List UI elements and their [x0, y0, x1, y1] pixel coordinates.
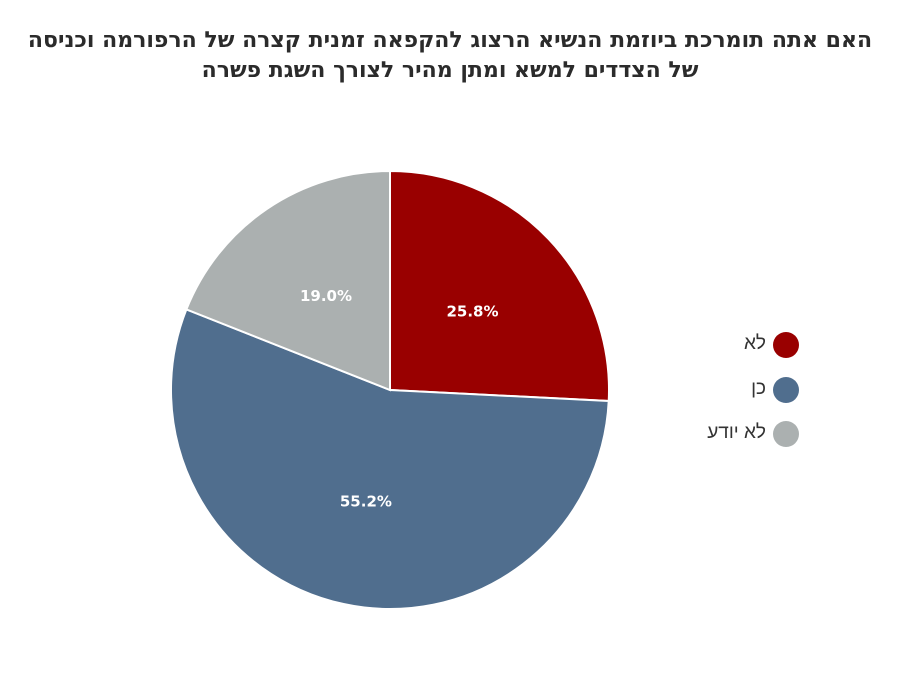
- pie-label-yes: 55.2%: [340, 492, 392, 510]
- chart-title-line-1: האם אתה תומרכת ביוזמת הנשיא הרצוג להקפאה…: [27, 28, 873, 53]
- legend-swatch-no: [773, 332, 799, 358]
- chart-title-line-2: של הצדדים למשא ומתן מהיר לצורך השגת פשרה: [201, 58, 699, 83]
- chart-title: האם אתה תומרכת ביוזמת הנשיא הרצוג להקפאה…: [0, 26, 900, 86]
- legend-label-dont-know: לא יודע: [707, 422, 766, 443]
- legend-item-dont-know: לא יודע: [690, 419, 810, 449]
- legend-item-yes: כן: [690, 375, 810, 405]
- pie-label-dont-know: 19.0%: [300, 287, 352, 305]
- legend-swatch-dont-know: [773, 421, 799, 447]
- legend: לא כן לא יודע: [690, 330, 810, 464]
- legend-swatch-yes: [773, 376, 799, 403]
- pie-label-no: 25.8%: [446, 303, 498, 321]
- legend-label-yes: כן: [751, 377, 766, 399]
- legend-label-no: לא: [744, 333, 766, 354]
- pie-slice-dont-know: [185, 169, 391, 392]
- pie-slice-yes: [170, 308, 610, 611]
- pie-slice-no: [389, 169, 610, 403]
- legend-item-no: לא: [690, 330, 810, 360]
